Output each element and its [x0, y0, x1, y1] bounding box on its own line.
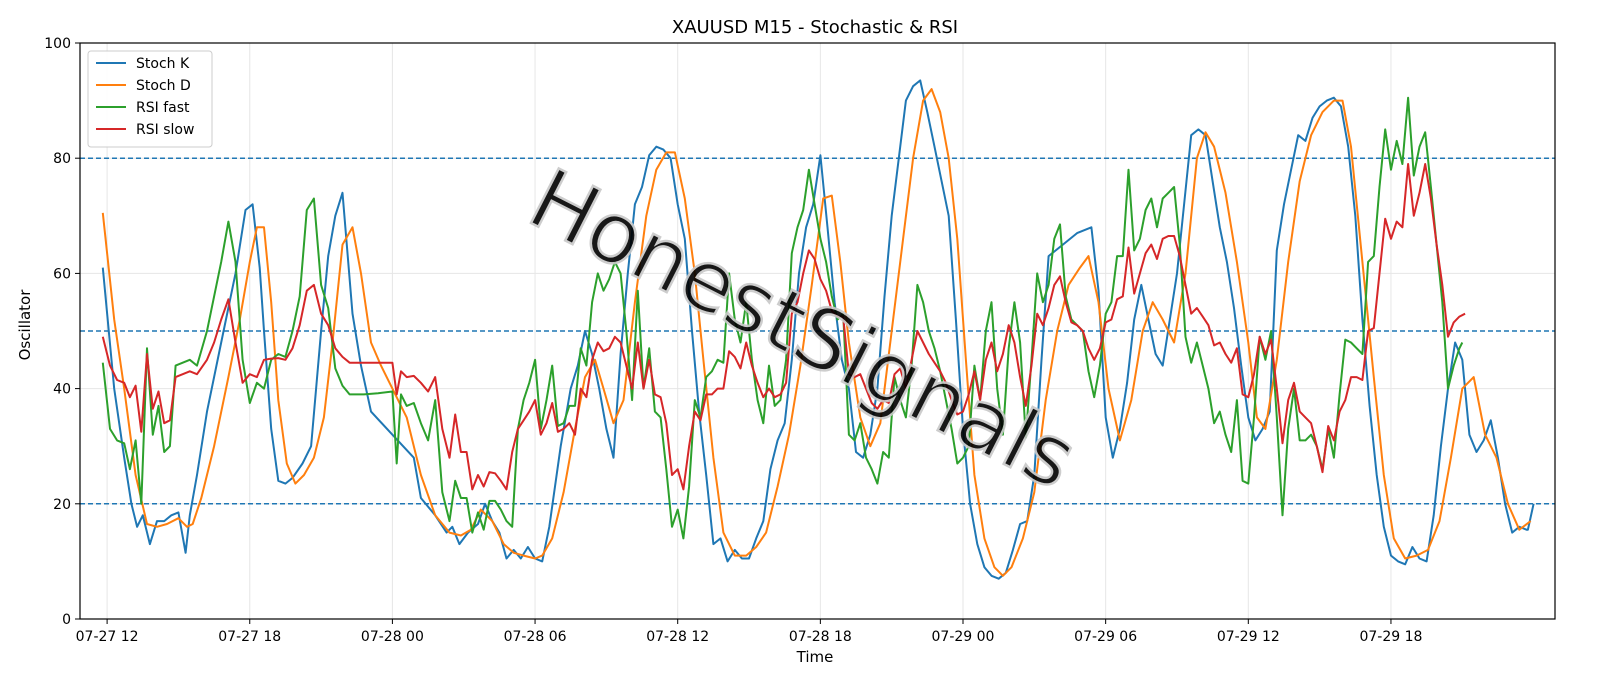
x-tick-label: 07-28 00: [361, 629, 424, 645]
x-tick-label: 07-29 12: [1217, 629, 1280, 645]
y-tick-label: 40: [53, 382, 71, 398]
y-tick-label: 0: [62, 612, 71, 628]
y-tick-label: 100: [44, 36, 71, 52]
y-tick-label: 80: [53, 151, 71, 167]
x-tick-label: 07-28 18: [789, 629, 852, 645]
legend: Stoch K Stoch D RSI fast RSI slow: [87, 50, 213, 148]
series-line-stoch-d: [101, 88, 1532, 577]
x-axis-label: Time: [796, 648, 834, 666]
series-line-rsi-slow: [101, 163, 1466, 491]
y-axis-label: Oscillator: [16, 289, 34, 361]
x-tick-label: 07-28 12: [646, 629, 709, 645]
series-line-stoch-k: [101, 79, 1535, 580]
y-tick-label: 60: [53, 266, 71, 282]
legend-label: RSI slow: [136, 122, 194, 138]
legend-label: Stoch D: [136, 78, 191, 94]
x-tick-label: 07-29 06: [1074, 629, 1137, 645]
x-tick-label: 07-27 12: [76, 629, 139, 645]
legend-label: RSI fast: [136, 100, 190, 116]
x-tick-label: 07-27 18: [218, 629, 281, 645]
legend-label: Stoch K: [136, 56, 190, 72]
plot-frame: [79, 42, 1556, 620]
reference-lines: [80, 157, 1555, 505]
chart-title: XAUUSD M15 - Stochastic & RSI: [672, 17, 958, 38]
series-lines: [101, 79, 1535, 580]
x-tick-label: 07-29 00: [932, 629, 995, 645]
legend-box: [87, 50, 213, 148]
axes: 0 20 40 60 80 100 07-27 12 07-27 18 07-28 00 07-2…: [44, 36, 1422, 645]
y-tick-label: 20: [53, 497, 71, 513]
x-tick-label: 07-29 18: [1359, 629, 1422, 645]
series-line-rsi-fast: [101, 96, 1464, 540]
x-tick-label: 07-28 06: [504, 629, 567, 645]
